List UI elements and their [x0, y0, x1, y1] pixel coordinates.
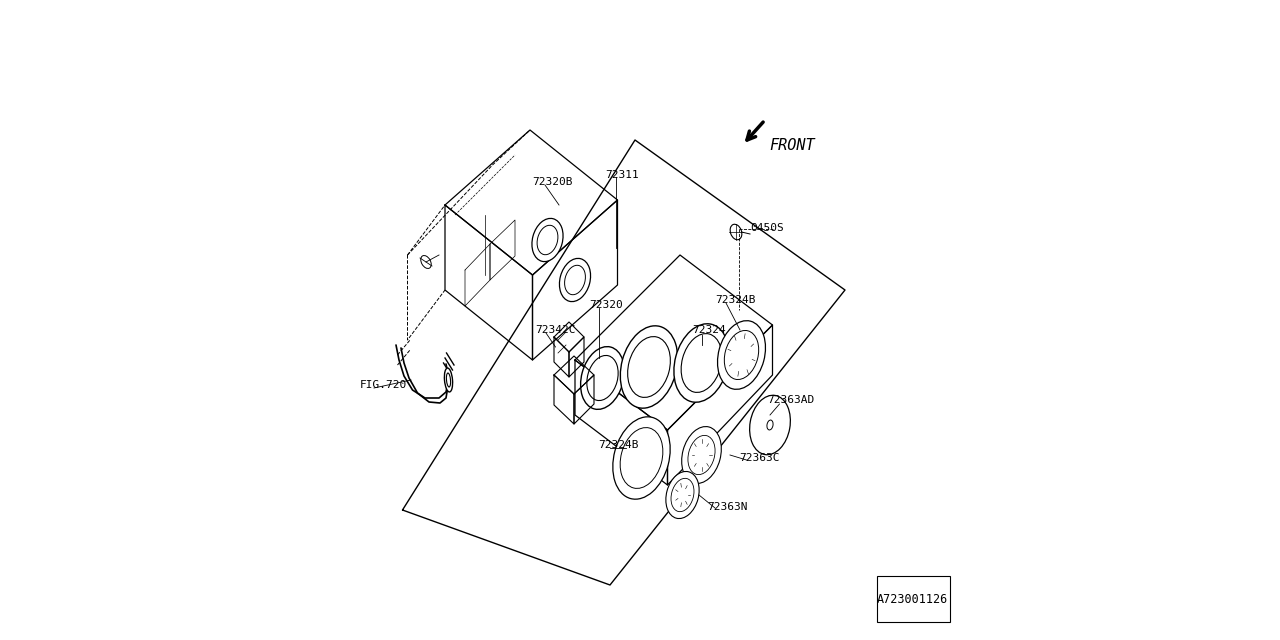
Ellipse shape [627, 337, 671, 397]
Ellipse shape [564, 266, 585, 294]
Ellipse shape [538, 225, 558, 255]
Ellipse shape [559, 259, 590, 301]
Ellipse shape [620, 428, 663, 488]
Ellipse shape [718, 321, 765, 389]
Text: 72363N: 72363N [708, 502, 748, 512]
Ellipse shape [621, 326, 677, 408]
Ellipse shape [750, 396, 790, 455]
Text: 72342C: 72342C [535, 325, 576, 335]
Ellipse shape [586, 355, 618, 401]
Text: 72324: 72324 [692, 325, 726, 335]
Ellipse shape [673, 324, 730, 403]
Ellipse shape [613, 417, 671, 499]
Ellipse shape [444, 368, 453, 392]
Text: 72363AD: 72363AD [768, 395, 815, 405]
Ellipse shape [687, 435, 716, 475]
Text: 72320B: 72320B [532, 177, 573, 187]
Text: 72324B: 72324B [716, 295, 755, 305]
Text: FIG.720: FIG.720 [360, 380, 407, 390]
Ellipse shape [724, 330, 759, 380]
Bar [877, 576, 950, 622]
Text: FRONT: FRONT [769, 138, 814, 153]
Text: 72324B: 72324B [598, 440, 639, 450]
Ellipse shape [767, 420, 773, 430]
Text: 72320: 72320 [589, 300, 623, 310]
Ellipse shape [447, 373, 451, 387]
Ellipse shape [681, 333, 722, 392]
Ellipse shape [532, 218, 563, 262]
Text: 0450S: 0450S [750, 223, 783, 233]
Ellipse shape [671, 478, 694, 511]
Ellipse shape [682, 426, 722, 483]
Text: A723001126: A723001126 [877, 593, 948, 605]
Ellipse shape [666, 472, 699, 518]
Text: 72311: 72311 [605, 170, 639, 180]
Text: 72363C: 72363C [739, 453, 780, 463]
Ellipse shape [581, 347, 625, 410]
